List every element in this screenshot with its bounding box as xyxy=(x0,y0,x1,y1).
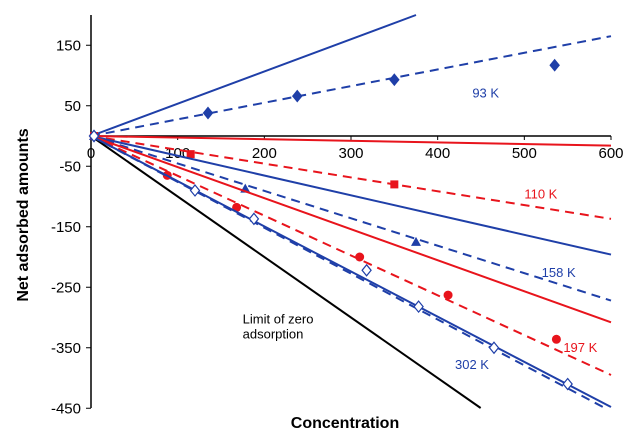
x-tick-label: 600 xyxy=(598,145,623,162)
data-point-diamond xyxy=(389,73,400,87)
annotation-93-k: 93 K xyxy=(472,85,499,100)
data-point-diamond xyxy=(189,184,201,197)
y-tick-label: -250 xyxy=(51,279,81,296)
solid-line-110k xyxy=(90,135,612,147)
limit-zero-adsorption-line xyxy=(90,135,482,409)
data-point-diamond xyxy=(488,341,500,355)
y-tick-label: -450 xyxy=(51,400,81,417)
dashed-line-158k xyxy=(90,135,612,302)
y-tick-label: -50 xyxy=(59,158,81,175)
data-point-circle xyxy=(355,252,365,262)
dashed-line-93k xyxy=(90,35,612,137)
annotation-110-k: 110 K xyxy=(524,186,557,201)
x-tick-label: 200 xyxy=(252,145,277,162)
y-tick-label: 150 xyxy=(56,37,81,54)
annotation-197-k: 197 K xyxy=(563,340,597,355)
data-point-diamond xyxy=(413,300,424,314)
x-tick-label: 400 xyxy=(425,145,450,162)
x-tick-label: 300 xyxy=(338,145,363,162)
x-axis-title: Concentration xyxy=(291,415,399,432)
data-point-diamond xyxy=(202,106,214,120)
annotation-302-k: 302 K xyxy=(455,357,489,372)
data-point-diamond xyxy=(361,263,372,277)
data-point-triangle xyxy=(411,236,421,246)
data-point-diamond xyxy=(88,129,100,143)
dashed-line-302k xyxy=(90,135,606,409)
data-point-diamond xyxy=(549,58,560,72)
y-axis-title: Net adsorbed amounts xyxy=(15,128,32,301)
dashed-line-110k xyxy=(90,135,612,220)
solid-line-197k xyxy=(90,135,612,324)
data-point-diamond xyxy=(562,377,573,391)
y-tick-label: 50 xyxy=(64,98,81,115)
solid-line-93k xyxy=(90,14,417,137)
annotation-limit-of-zero: Limit of zero xyxy=(243,312,314,327)
y-tick-label: -150 xyxy=(51,219,81,236)
x-tick-label: 0 xyxy=(87,145,95,162)
data-point-diamond xyxy=(248,212,260,226)
annotation-158-k: 158 K xyxy=(542,265,576,280)
y-tick-label: -350 xyxy=(51,340,81,357)
data-point-circle xyxy=(443,290,453,300)
data-point-circle xyxy=(551,334,561,344)
data-point-square xyxy=(390,180,399,189)
x-tick-label: 500 xyxy=(512,145,537,162)
data-point-diamond xyxy=(291,89,303,103)
solid-line-158k xyxy=(90,135,612,256)
annotation-adsorption: adsorption xyxy=(243,327,304,342)
dashed-line-197k xyxy=(90,135,612,376)
data-point-square xyxy=(186,150,195,159)
